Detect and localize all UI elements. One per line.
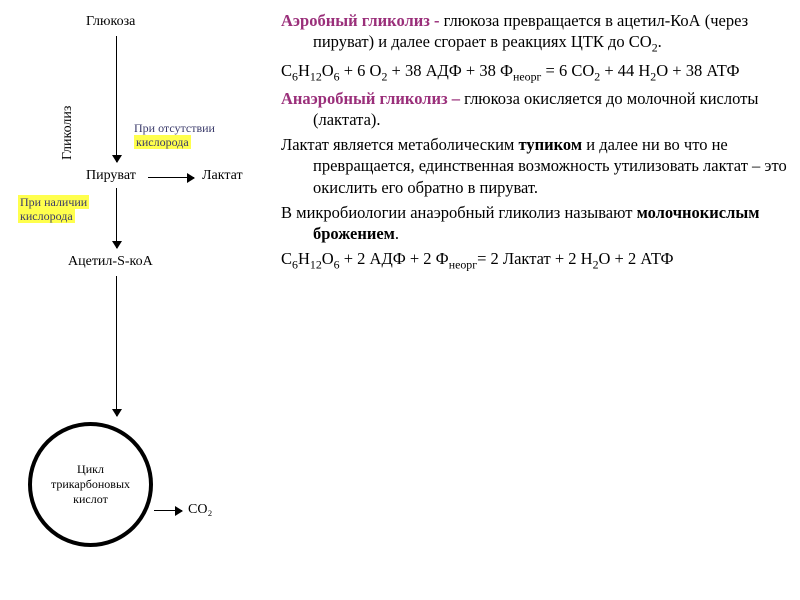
tca-label: Цикл трикарбоновых кислот [51,462,130,507]
para-microbiology: В микробиологии анаэробный гликолиз назы… [281,202,792,244]
arrow-glucose-pyruvate [116,36,117,162]
glycolysis-diagram: Глюкоза Гликолиз При отсутствии кислород… [18,12,237,592]
node-acetyl: Ацетил-S-коА [68,254,153,270]
term-aerobic: Аэробный гликолиз - [281,11,444,30]
arrow-pyruvate-acetyl [116,188,117,248]
annot-no-oxygen-l1: При отсутствии [134,121,215,135]
tca-cycle: Цикл трикарбоновых кислот [28,422,153,547]
equation-aerobic: С6Н12О6 + 6 О2 + 38 АДФ + 38 Фнеорг = 6 … [281,60,792,84]
para-aerobic: Аэробный гликолиз - глюкоза превращается… [281,10,792,56]
arrow-acetyl-tca [116,276,117,416]
bold-tupik: тупиком [518,135,582,154]
equation-anaerobic: С6Н12О6 + 2 АДФ + 2 Фнеорг= 2 Лактат + 2… [281,248,792,272]
arrow-pyruvate-lactate [148,177,194,178]
term-anaerobic: Анаэробный гликолиз – [281,89,464,108]
diagram-panel: Глюкоза Гликолиз При отсутствии кислород… [0,0,245,600]
annot-with-oxygen-l1: При наличии [18,195,89,209]
para-lactate: Лактат является метаболическим тупиком и… [281,134,792,197]
annot-with-oxygen-l2: кислорода [18,209,75,223]
annot-no-oxygen: При отсутствии кислорода [134,122,215,150]
annot-no-oxygen-l2: кислорода [134,135,191,149]
node-co2: CO₂ [188,502,212,518]
para-anaerobic: Анаэробный гликолиз – глюкоза окисляется… [281,88,792,130]
node-glucose: Глюкоза [86,14,135,30]
annot-with-oxygen: При наличии кислорода [18,196,89,224]
node-lactate: Лактат [202,168,243,184]
arrow-tca-co2 [154,510,182,511]
label-glycolysis-vertical: Гликолиз [60,106,76,160]
text-panel: Аэробный гликолиз - глюкоза превращается… [245,0,800,600]
node-pyruvate: Пируват [86,168,136,184]
